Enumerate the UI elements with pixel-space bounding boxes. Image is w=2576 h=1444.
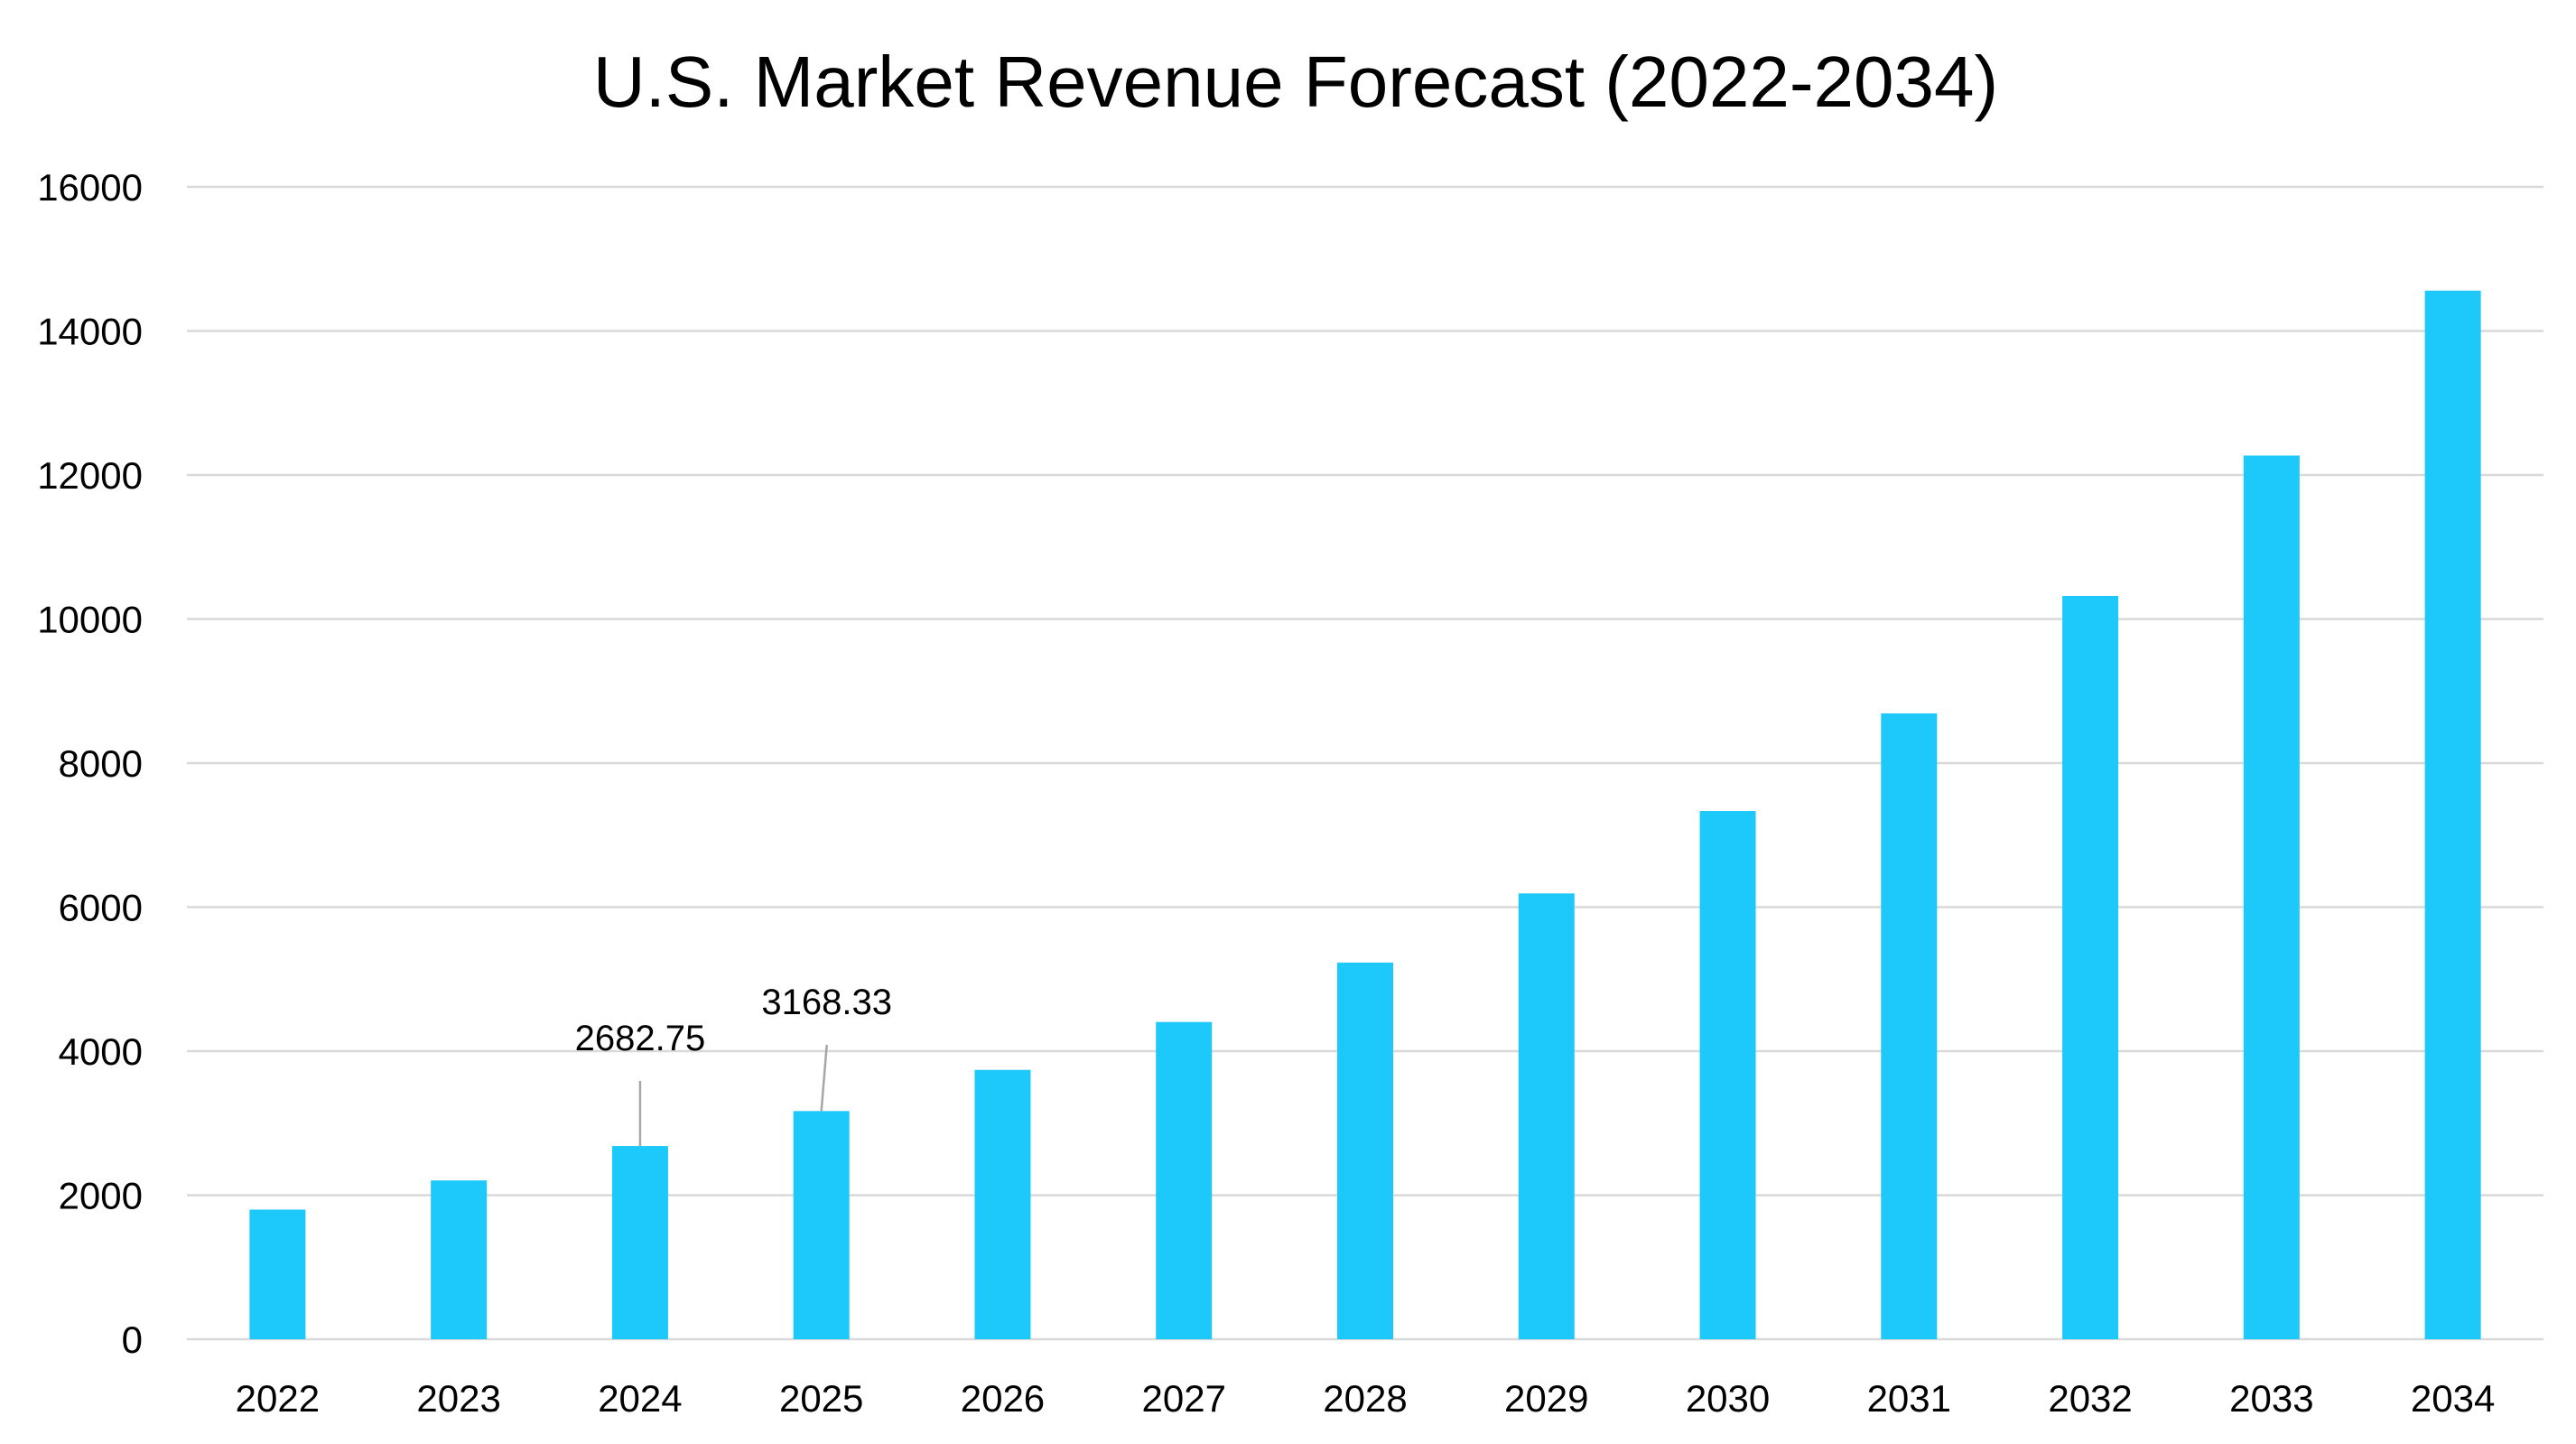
bar-2029 [1518, 893, 1575, 1339]
x-tick-label: 2024 [598, 1377, 682, 1420]
y-tick-label: 2000 [59, 1175, 143, 1217]
x-tick-label: 2022 [236, 1377, 320, 1420]
y-axis-ticks: 0 2000 4000 6000 8000 10000 12000 14000 16000 [37, 166, 143, 1361]
bars [249, 290, 2481, 1340]
data-labels: 2682.75 3168.33 [575, 983, 892, 1147]
x-tick-label: 2023 [416, 1377, 500, 1420]
y-tick-label: 12000 [37, 454, 143, 497]
y-tick-label: 6000 [59, 887, 143, 929]
gridlines [187, 185, 2543, 1341]
x-tick-label: 2028 [1323, 1377, 1407, 1420]
leader-line [820, 1044, 828, 1112]
x-tick-label: 2034 [2411, 1377, 2495, 1420]
x-tick-label: 2026 [961, 1377, 1045, 1420]
bar-2034 [2424, 290, 2481, 1340]
x-tick-label: 2031 [1867, 1377, 1951, 1420]
bar-2023 [431, 1180, 488, 1339]
bar-2028 [1337, 962, 1393, 1339]
y-tick-label: 10000 [37, 599, 143, 641]
x-tick-label: 2032 [2048, 1377, 2132, 1420]
y-tick-label: 8000 [59, 742, 143, 785]
x-tick-label: 2029 [1504, 1377, 1588, 1420]
bar-2032 [2062, 595, 2119, 1339]
bar-2033 [2243, 455, 2300, 1339]
bar-2024 [611, 1146, 668, 1339]
x-tick-label: 2027 [1142, 1377, 1226, 1420]
y-tick-label: 0 [122, 1318, 143, 1361]
x-axis-ticks: 2022 2023 2024 2025 2026 2027 2028 2029 2030 2031… [236, 1377, 2496, 1420]
chart-title: U.S. Market Revenue Forecast (2022-2034) [593, 42, 1998, 122]
bar-2027 [1156, 1021, 1213, 1339]
x-tick-label: 2033 [2229, 1377, 2313, 1420]
y-tick-label: 16000 [37, 166, 143, 209]
bar-2026 [974, 1069, 1031, 1339]
data-label-2025: 3168.33 [761, 983, 892, 1022]
x-tick-label: 2025 [779, 1377, 863, 1420]
x-tick-label: 2030 [1686, 1377, 1770, 1420]
y-tick-label: 14000 [37, 311, 143, 353]
bar-2030 [1699, 811, 1756, 1339]
bar-2025 [793, 1111, 850, 1339]
bar-2031 [1881, 713, 1938, 1339]
y-tick-label: 4000 [59, 1030, 143, 1073]
data-label-2024: 2682.75 [575, 1019, 706, 1058]
bar-2022 [249, 1209, 306, 1339]
